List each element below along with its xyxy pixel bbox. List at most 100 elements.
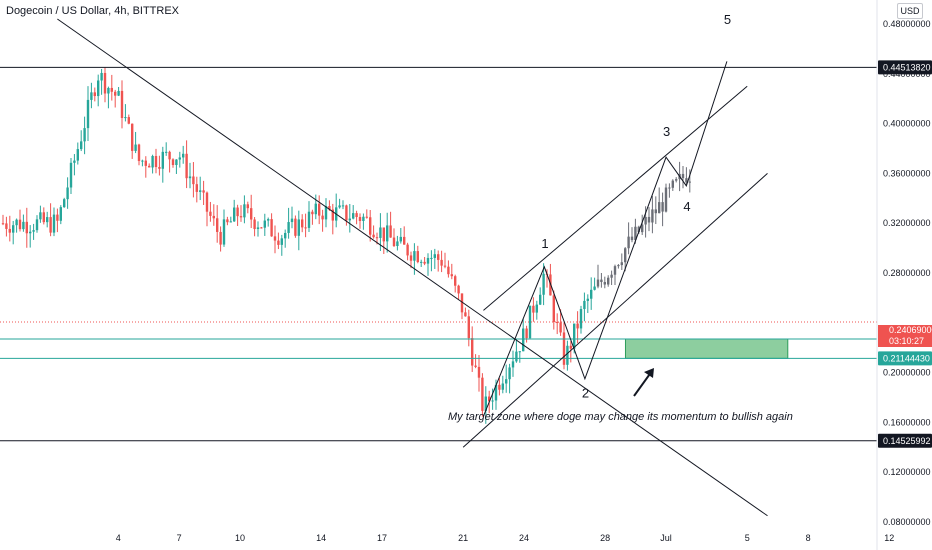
candle-body [8, 228, 11, 233]
candle-body [216, 218, 219, 232]
candle-body [80, 141, 83, 150]
candle-body [379, 227, 382, 238]
candle-body [93, 92, 96, 97]
candle-body [392, 237, 396, 247]
candle-body [467, 316, 470, 339]
candle-body [413, 251, 416, 261]
candle-body [396, 241, 399, 247]
candle-body [168, 151, 171, 160]
candle-body [236, 207, 239, 217]
candle-body [56, 214, 59, 221]
price-tick-label: 0.28000000 [883, 268, 931, 278]
candle-body [134, 144, 137, 151]
candle-body [219, 231, 222, 245]
candle-body [437, 254, 440, 260]
candle-body [607, 277, 610, 285]
candle-body [498, 384, 501, 390]
candle-body [35, 219, 39, 231]
candle-body [233, 207, 236, 222]
candle-body [443, 265, 447, 267]
candle-body [573, 323, 576, 349]
candle-body [664, 187, 668, 212]
candle-body [481, 377, 484, 411]
candle-body [151, 156, 154, 168]
time-tick-label: 17 [377, 533, 387, 543]
level-label-bg [878, 433, 932, 448]
time-tick-label: Jul [660, 533, 672, 543]
candle-body [484, 396, 487, 411]
candle-body [250, 208, 253, 220]
candle-body [287, 222, 290, 233]
candle-body [654, 209, 657, 214]
candle-body [641, 224, 644, 233]
candle-body [273, 236, 277, 241]
candle-body [610, 274, 613, 278]
candle-body [620, 262, 623, 266]
time-tick-label: 14 [316, 533, 326, 543]
candle-body [100, 72, 103, 81]
candle-body [386, 225, 389, 242]
candle-body [474, 365, 477, 367]
candle-body [131, 123, 134, 151]
candle-body [647, 216, 651, 223]
candle-body [29, 231, 32, 234]
candle-body [688, 181, 691, 183]
candle-body [239, 216, 243, 218]
candle-body [256, 227, 260, 230]
candle-body [586, 298, 589, 301]
time-tick-label: 10 [235, 533, 245, 543]
candle-body [59, 207, 62, 221]
candle-body [505, 379, 508, 384]
candle-body [66, 187, 69, 200]
candle-body [15, 219, 18, 226]
candle-body [260, 227, 263, 229]
candle-body [671, 180, 674, 188]
candle-body [590, 289, 593, 299]
candle-body [25, 221, 28, 234]
candle-body [22, 221, 25, 230]
candle-body [348, 218, 351, 221]
candle-body [161, 151, 164, 169]
candle-body [12, 225, 15, 233]
candle-body [154, 156, 158, 168]
candle-body [681, 173, 685, 179]
candle-body [175, 159, 178, 166]
candle-body [447, 266, 450, 275]
candle-body [243, 204, 246, 218]
time-tick-label: 5 [745, 533, 750, 543]
candle-body [617, 265, 620, 267]
candle-body [460, 293, 464, 313]
countdown-timer: 03:10:27 [889, 336, 925, 346]
candle-body [280, 238, 283, 245]
level-label: 0.44513820 [883, 62, 931, 72]
drawing-layer [0, 18, 877, 517]
currency-label[interactable]: USD [897, 3, 923, 19]
candle-body [103, 72, 107, 94]
candle-body [341, 205, 345, 207]
candle-body [501, 383, 504, 390]
candle-body [331, 209, 334, 221]
current-price-value: 0.24069000 [889, 325, 932, 335]
candle-body [596, 279, 600, 287]
candle-body [627, 236, 630, 249]
candle-body [46, 217, 49, 223]
candle-body [603, 282, 606, 285]
annotation-layer: My target zone where doge may change its… [448, 368, 793, 423]
candle-body [600, 279, 603, 283]
candle-body [355, 213, 358, 218]
time-tick-label: 4 [116, 533, 121, 543]
candle-body [141, 160, 144, 162]
wave-label-3: 3 [663, 124, 670, 139]
wave-label-1: 1 [541, 236, 548, 251]
candle-body [1, 223, 5, 225]
level-label: 0.21144430 [883, 353, 930, 363]
price-tick-label: 0.36000000 [883, 168, 931, 178]
candle-body [301, 219, 304, 228]
wave-label-4: 4 [683, 199, 690, 214]
candle-body [511, 361, 515, 368]
candle-body [199, 190, 202, 192]
candle-body [76, 149, 79, 161]
candle-body [328, 206, 331, 210]
time-tick-label: 7 [177, 533, 182, 543]
